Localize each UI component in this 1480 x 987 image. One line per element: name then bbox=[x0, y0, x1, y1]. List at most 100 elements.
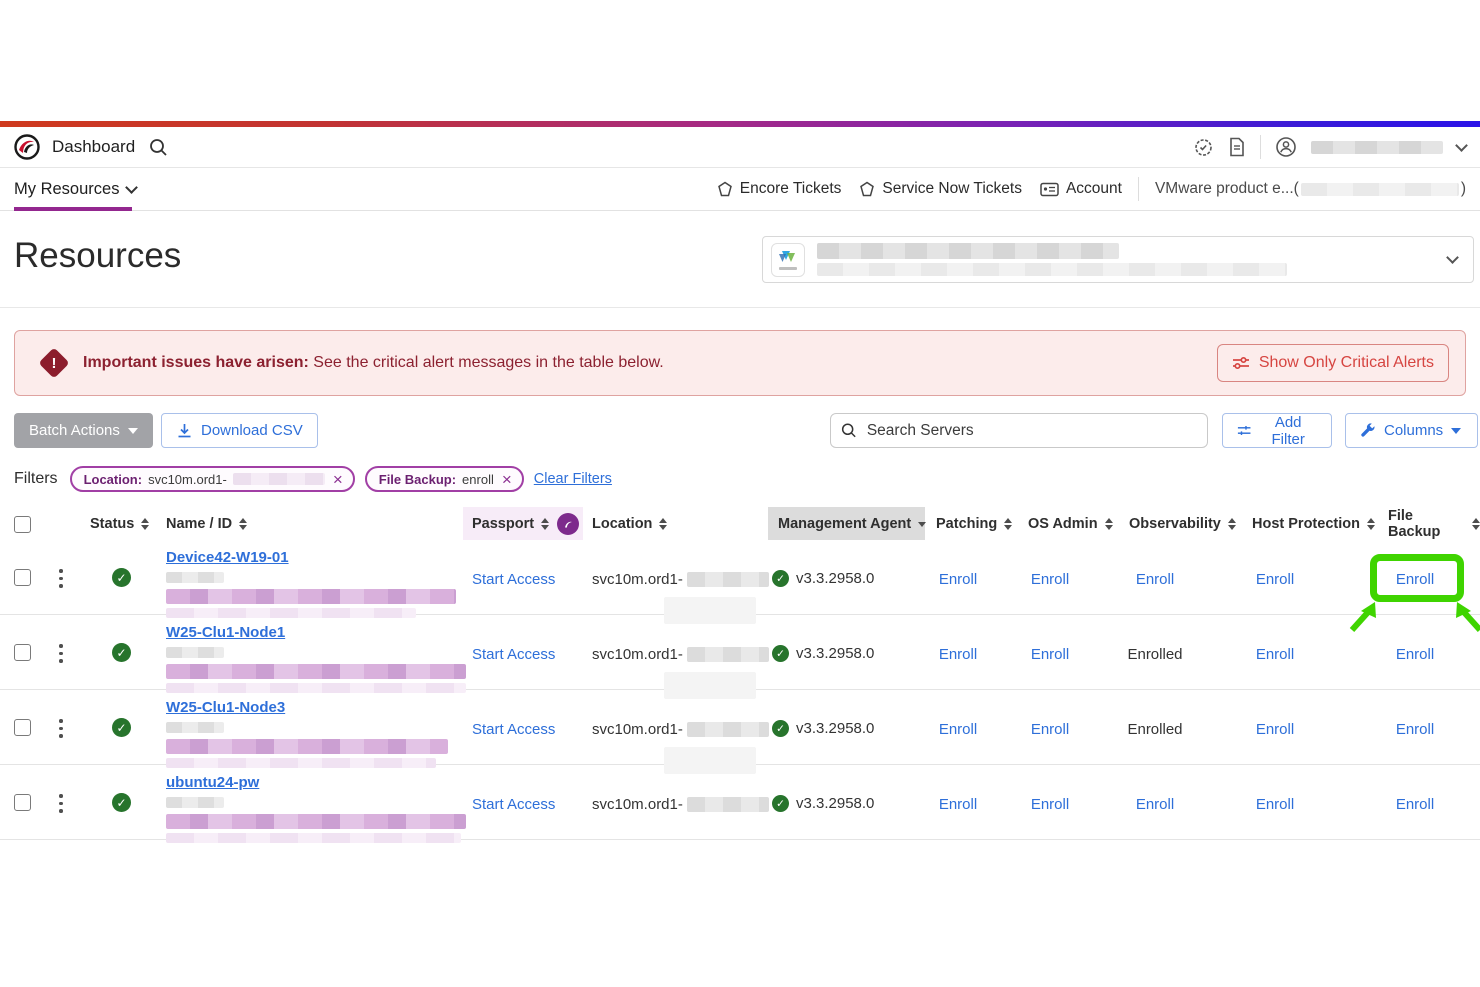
download-csv-label: Download CSV bbox=[201, 422, 303, 439]
server-detail-redacted bbox=[166, 589, 456, 604]
column-header-patching[interactable]: Patching bbox=[936, 508, 1012, 540]
sort-icon[interactable] bbox=[1105, 518, 1113, 530]
encore-tickets-link[interactable]: Encore Tickets bbox=[717, 180, 842, 198]
row-checkbox[interactable] bbox=[14, 719, 31, 736]
columns-button[interactable]: Columns bbox=[1345, 413, 1478, 448]
row-actions-kebab-icon[interactable] bbox=[57, 717, 65, 740]
os-admin-enroll-link[interactable]: Enroll bbox=[1004, 796, 1096, 813]
sort-icon[interactable] bbox=[239, 518, 247, 530]
column-header-host-protection[interactable]: Host Protection bbox=[1252, 508, 1375, 540]
host-protection-enroll-link[interactable]: Enroll bbox=[1216, 721, 1334, 738]
sort-icon[interactable] bbox=[1004, 518, 1012, 530]
add-filter-button[interactable]: Add Filter bbox=[1222, 413, 1332, 448]
os-admin-enroll-link[interactable]: Enroll bbox=[1004, 571, 1096, 588]
column-header-agent[interactable]: Management Agent bbox=[778, 508, 926, 540]
server-name-link[interactable]: ubuntu24-pw bbox=[166, 774, 466, 791]
column-header-status[interactable]: Status bbox=[90, 508, 149, 540]
select-all-checkbox[interactable] bbox=[14, 508, 31, 540]
remove-filebackup-filter-icon[interactable]: × bbox=[502, 471, 512, 488]
column-header-os-admin[interactable]: OS Admin bbox=[1028, 508, 1113, 540]
topbar-right bbox=[1193, 135, 1466, 159]
column-header-location[interactable]: Location bbox=[592, 508, 667, 540]
search-icon[interactable] bbox=[149, 138, 168, 157]
server-name-link[interactable]: Device42-W19-01 bbox=[166, 549, 456, 566]
vmware-product-suffix: ) bbox=[1461, 180, 1466, 198]
user-menu-chevron-down-icon[interactable] bbox=[1455, 139, 1468, 152]
filters-label: Filters bbox=[14, 470, 58, 488]
column-header-passport[interactable]: Passport bbox=[472, 508, 579, 540]
remove-location-filter-icon[interactable]: × bbox=[333, 471, 343, 488]
sort-icon[interactable] bbox=[1367, 518, 1375, 530]
column-header-name[interactable]: Name / ID bbox=[166, 508, 247, 540]
patching-enroll-link[interactable]: Enroll bbox=[912, 646, 1004, 663]
document-icon[interactable] bbox=[1228, 137, 1246, 157]
row-checkbox[interactable] bbox=[14, 569, 31, 586]
search-servers-input[interactable] bbox=[865, 421, 1197, 441]
column-header-host-protection-label: Host Protection bbox=[1252, 516, 1360, 532]
patching-enroll-link[interactable]: Enroll bbox=[912, 796, 1004, 813]
host-protection-enroll-link[interactable]: Enroll bbox=[1216, 571, 1334, 588]
batch-actions-label: Batch Actions bbox=[29, 422, 120, 439]
start-access-link[interactable]: Start Access bbox=[472, 571, 555, 588]
user-avatar-icon[interactable] bbox=[1275, 136, 1297, 158]
caret-down-icon bbox=[1451, 428, 1461, 434]
os-admin-enroll-link[interactable]: Enroll bbox=[1004, 721, 1096, 738]
row-actions-kebab-icon[interactable] bbox=[57, 567, 65, 590]
observability-enroll-link[interactable]: Enroll bbox=[1096, 796, 1214, 813]
topbar-divider bbox=[1260, 135, 1261, 159]
active-tab-indicator bbox=[14, 207, 132, 211]
sort-icon[interactable] bbox=[541, 518, 549, 530]
account-selector-dropdown[interactable] bbox=[762, 236, 1474, 283]
row-checkbox[interactable] bbox=[14, 794, 31, 811]
batch-actions-button[interactable]: Batch Actions bbox=[14, 413, 153, 448]
patching-enroll-link[interactable]: Enroll bbox=[912, 721, 1004, 738]
wrench-icon bbox=[1360, 423, 1376, 439]
patching-enroll-link[interactable]: Enroll bbox=[912, 571, 1004, 588]
file-backup-enroll-link[interactable]: Enroll bbox=[1366, 646, 1464, 663]
row-actions-kebab-icon[interactable] bbox=[57, 792, 65, 815]
page-header: Resources bbox=[0, 212, 1480, 308]
rackspace-logo-icon bbox=[14, 134, 40, 160]
start-access-link[interactable]: Start Access bbox=[472, 721, 555, 738]
column-header-observability-label: Observability bbox=[1129, 516, 1221, 532]
add-filter-label: Add Filter bbox=[1259, 414, 1317, 448]
observability-enrolled-status: Enrolled bbox=[1096, 646, 1214, 663]
agent-ok-icon: ✓ bbox=[772, 720, 789, 737]
subnav-divider bbox=[1138, 177, 1139, 201]
agent-cell: ✓ v3.3.2958.0 bbox=[772, 795, 874, 812]
clear-filters-link[interactable]: Clear Filters bbox=[534, 471, 612, 487]
server-name-link[interactable]: W25-Clu1-Node3 bbox=[166, 699, 448, 716]
show-critical-alerts-button[interactable]: Show Only Critical Alerts bbox=[1217, 344, 1449, 382]
account-label: Account bbox=[1066, 180, 1122, 198]
sort-icon[interactable] bbox=[659, 518, 667, 530]
file-backup-enroll-link[interactable]: Enroll bbox=[1366, 796, 1464, 813]
column-header-file-backup[interactable]: File Backup bbox=[1388, 508, 1480, 540]
tab-my-resources[interactable]: My Resources bbox=[14, 180, 136, 199]
certification-badge-icon[interactable] bbox=[1193, 137, 1214, 158]
file-backup-enroll-link[interactable]: Enroll bbox=[1366, 721, 1464, 738]
file-backup-enroll-link[interactable]: Enroll bbox=[1366, 571, 1464, 588]
column-header-agent-label: Management Agent bbox=[778, 516, 911, 532]
server-name-link[interactable]: W25-Clu1-Node1 bbox=[166, 624, 466, 641]
os-admin-enroll-link[interactable]: Enroll bbox=[1004, 646, 1096, 663]
sort-icon[interactable] bbox=[1228, 518, 1236, 530]
column-header-name-label: Name / ID bbox=[166, 516, 232, 532]
start-access-link[interactable]: Start Access bbox=[472, 646, 555, 663]
servicenow-tickets-link[interactable]: Service Now Tickets bbox=[859, 180, 1022, 198]
observability-enroll-link[interactable]: Enroll bbox=[1096, 571, 1214, 588]
sort-icon[interactable] bbox=[1472, 518, 1480, 530]
row-actions-kebab-icon[interactable] bbox=[57, 642, 65, 665]
sort-icon[interactable] bbox=[141, 518, 149, 530]
server-detail-redacted bbox=[166, 739, 448, 754]
table-row: ✓ ubuntu24-pw Start Access svc10m.ord1- … bbox=[0, 765, 1480, 840]
location-redacted bbox=[687, 647, 769, 662]
host-protection-enroll-link[interactable]: Enroll bbox=[1216, 646, 1334, 663]
host-protection-enroll-link[interactable]: Enroll bbox=[1216, 796, 1334, 813]
sort-desc-icon[interactable] bbox=[918, 522, 926, 527]
start-access-link[interactable]: Start Access bbox=[472, 796, 555, 813]
account-selector-chevron-down-icon bbox=[1446, 251, 1459, 264]
row-checkbox[interactable] bbox=[14, 644, 31, 661]
download-csv-button[interactable]: Download CSV bbox=[161, 413, 318, 448]
column-header-observability[interactable]: Observability bbox=[1129, 508, 1236, 540]
account-link[interactable]: Account bbox=[1040, 180, 1122, 198]
